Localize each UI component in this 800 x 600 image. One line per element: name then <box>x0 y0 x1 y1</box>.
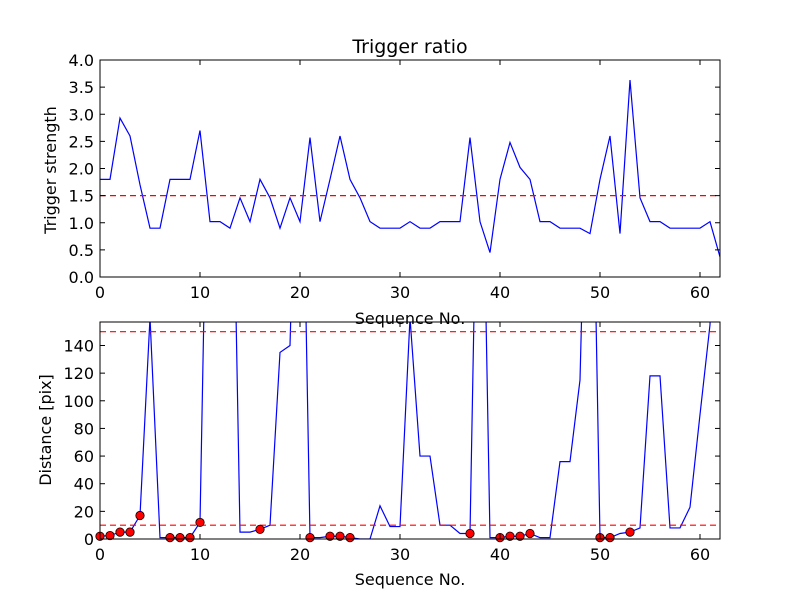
top-ytick-label: 2.5 <box>69 132 94 151</box>
bottom-marker-4 <box>135 510 145 521</box>
top-axes-frame <box>99 59 721 278</box>
bottom-marker-9 <box>255 524 265 534</box>
top-xtick-label: 40 <box>490 283 510 302</box>
bottom-chart-xlabel: Sequence No. <box>355 570 466 589</box>
bottom-marker-18 <box>525 528 535 539</box>
top-series-line <box>100 80 720 258</box>
top-ytick-label: 3.5 <box>69 78 94 97</box>
bottom-xtick-label: 20 <box>290 545 310 564</box>
top-ytick-label: 2.0 <box>69 160 94 179</box>
top-chart-xlabel: Sequence No. <box>355 309 466 328</box>
bottom-marker-1 <box>105 530 115 541</box>
top-ytick-label: 0.5 <box>69 241 94 260</box>
bottom-axes-frame <box>99 321 721 540</box>
bottom-marker-16 <box>505 531 515 541</box>
bottom-xtick-label: 60 <box>690 545 710 564</box>
bottom-marker-10 <box>305 533 315 543</box>
top-ytick-label: 1.0 <box>69 214 94 233</box>
top-ytick-label: 0.0 <box>69 268 94 287</box>
bottom-chart-ylabel: Distance [pix] <box>36 374 55 486</box>
bottom-marker-8 <box>195 517 205 528</box>
bottom-marker-17 <box>515 531 525 541</box>
top-xtick-label: 50 <box>590 283 610 302</box>
bottom-ytick-label: 100 <box>63 392 94 411</box>
bottom-ytick-label: 140 <box>63 336 94 355</box>
bottom-marker-5 <box>165 533 175 543</box>
bottom-marker-2 <box>115 527 125 537</box>
bottom-marker-6 <box>175 533 185 543</box>
bottom-xtick-label: 0 <box>95 545 105 564</box>
top-ytick-label: 4.0 <box>69 51 94 70</box>
distance-chart: Distance [pix] Sequence No. 0 10 20 30 40 50 6… <box>36 321 721 589</box>
top-chart-title: Trigger ratio <box>351 36 467 58</box>
bottom-series-line <box>100 322 711 539</box>
bottom-marker-20 <box>605 533 615 543</box>
trigger-ratio-chart: Trigger ratio Trigger strength Sequence … <box>41 36 721 328</box>
bottom-xtick-label: 40 <box>490 545 510 564</box>
bottom-marker-14 <box>465 528 475 539</box>
bottom-ytick-label: 60 <box>74 447 94 466</box>
bottom-xtick-label: 10 <box>190 545 210 564</box>
bottom-marker-3 <box>125 527 135 537</box>
top-xtick-label: 60 <box>690 283 710 302</box>
top-xtick-label: 0 <box>95 283 105 302</box>
bottom-ytick-label: 0 <box>84 530 94 549</box>
bottom-plot-area <box>100 322 720 539</box>
bottom-xtick-label: 30 <box>390 545 410 564</box>
top-ytick-label: 1.5 <box>69 187 94 206</box>
top-xtick-label: 30 <box>390 283 410 302</box>
bottom-ytick-label: 40 <box>74 475 94 494</box>
bottom-ytick-label: 80 <box>74 419 94 438</box>
top-chart-ylabel: Trigger strength <box>41 106 60 235</box>
bottom-ytick-label: 120 <box>63 364 94 383</box>
top-xtick-label: 10 <box>190 283 210 302</box>
bottom-ytick-label: 20 <box>74 502 94 521</box>
top-ytick-label: 3.0 <box>69 105 94 124</box>
top-xtick-label: 20 <box>290 283 310 302</box>
bottom-marker-7 <box>185 533 195 543</box>
bottom-marker-21 <box>625 527 635 537</box>
bottom-marker-12 <box>335 531 345 541</box>
bottom-xtick-label: 50 <box>590 545 610 564</box>
bottom-marker-13 <box>345 533 355 543</box>
top-plot-area <box>100 80 720 258</box>
bottom-marker-11 <box>325 531 335 541</box>
